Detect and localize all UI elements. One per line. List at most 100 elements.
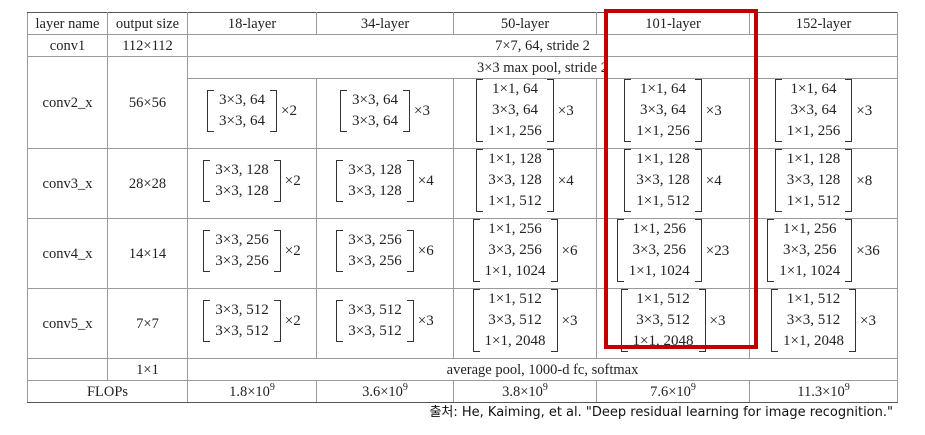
block-layer: 3×3, 64 (352, 112, 398, 129)
left-bracket (336, 229, 344, 272)
block-multiplier: ×3 (856, 102, 873, 119)
left-bracket (336, 159, 344, 202)
block-layer: 1×1, 256 (488, 221, 542, 237)
block-multiplier: ×4 (417, 172, 434, 189)
block-cell: 1×1, 512 3×3, 512 1×1, 2048 ×3 (453, 288, 597, 359)
left-bracket (203, 299, 211, 342)
block-layer: 1×1, 64 (640, 81, 686, 97)
resnet-architecture-table: layer name output size 18-layer 34-layer… (27, 12, 898, 403)
block-multiplier: ×23 (705, 242, 730, 259)
block-layers: 3×3, 64 3×3, 64 (214, 90, 270, 132)
right-bracket (849, 289, 856, 352)
block-layer: 1×1, 512 (636, 193, 690, 209)
left-bracket (774, 79, 782, 142)
residual-block: 1×1, 64 3×3, 64 1×1, 256 ×3 (624, 79, 722, 142)
block-cell: 3×3, 64 3×3, 64 ×2 (187, 78, 317, 149)
header-101-layer: 101-layer (596, 12, 750, 35)
conv1-row: conv1 112×112 7×7, 64, stride 2 (27, 34, 898, 57)
flops-value: 11.3×109 (749, 380, 898, 403)
left-bracket (476, 79, 484, 142)
right-bracket (694, 149, 702, 212)
block-layers: 3×3, 256 3×3, 256 (210, 230, 273, 272)
stage-size: 28×28 (107, 148, 188, 219)
block-layer: 3×3, 64 (352, 91, 398, 108)
flops-base: ×10 (520, 383, 543, 400)
block-layer: 3×3, 128 (488, 172, 542, 188)
pool-spec: 3×3 max pool, stride 2 (187, 56, 898, 79)
right-bracket (270, 89, 277, 132)
block-layer: 1×1, 256 (636, 123, 690, 139)
block-layers: 1×1, 64 3×3, 64 1×1, 256 (631, 79, 694, 142)
block-cell: 3×3, 512 3×3, 512 ×2 (187, 288, 317, 359)
stage-row: conv4_x 14×14 3×3, 256 3×3, 256 ×2 3×3, 256… (27, 218, 898, 289)
block-cell: 1×1, 64 3×3, 64 1×1, 256 ×3 (749, 78, 898, 149)
residual-block: 3×3, 128 3×3, 128 ×2 (203, 159, 301, 202)
block-cell: 3×3, 256 3×3, 256 ×2 (187, 218, 317, 289)
residual-block: 1×1, 256 3×3, 256 1×1, 1024 ×23 (616, 219, 730, 282)
block-layers: 3×3, 128 3×3, 128 (343, 160, 406, 202)
block-cell: 1×1, 64 3×3, 64 1×1, 256 ×3 (596, 78, 750, 149)
right-bracket (273, 159, 281, 202)
stage-size: 7×7 (107, 288, 188, 359)
block-multiplier: ×3 (414, 102, 430, 119)
block-cell: 3×3, 64 3×3, 64 ×3 (316, 78, 454, 149)
residual-block: 3×3, 64 3×3, 64 ×3 (340, 89, 430, 132)
source-citation: 출처: He, Kaiming, et al. "Deep residual l… (429, 405, 893, 420)
stage-row: 3×3, 64 3×3, 64 ×2 3×3, 64 3×3, 64 ×3 1×1, 64 3… (28, 78, 898, 149)
left-bracket (624, 149, 632, 212)
block-layer: 1×1, 128 (488, 151, 542, 167)
block-layer: 3×3, 512 (488, 312, 542, 328)
right-bracket (845, 219, 853, 282)
residual-block: 1×1, 64 3×3, 64 1×1, 256 ×3 (476, 79, 574, 142)
flops-value: 3.6×109 (316, 380, 454, 403)
block-multiplier: ×2 (281, 102, 297, 119)
block-layer: 1×1, 128 (636, 151, 690, 167)
block-layer: 1×1, 64 (790, 81, 837, 97)
right-bracket (694, 219, 702, 282)
residual-block: 1×1, 128 3×3, 128 1×1, 512 ×8 (774, 149, 872, 212)
final-name-empty (27, 358, 108, 381)
block-cell: 1×1, 64 3×3, 64 1×1, 256 ×3 (453, 78, 597, 149)
block-layer: 1×1, 256 (786, 123, 841, 139)
flops-value: 1.8×109 (187, 380, 317, 403)
flops-base: ×10 (822, 383, 845, 400)
header-row: layer name output size 18-layer 34-layer… (27, 12, 898, 35)
block-layer: 1×1, 512 (488, 193, 542, 209)
block-layer: 3×3, 64 (492, 102, 538, 118)
left-bracket (620, 289, 628, 352)
residual-block: 1×1, 512 3×3, 512 1×1, 2048 ×3 (620, 289, 725, 352)
residual-block: 1×1, 512 3×3, 512 1×1, 2048 ×3 (472, 289, 577, 352)
header-50-layer: 50-layer (453, 12, 597, 35)
block-cell: 1×1, 256 3×3, 256 1×1, 1024 ×36 (749, 218, 898, 289)
block-layer: 1×1, 2048 (783, 333, 844, 349)
stage-size: 56×56 (107, 56, 188, 149)
block-layer: 3×3, 512 (215, 322, 269, 339)
block-layers: 3×3, 512 3×3, 512 (210, 300, 273, 342)
flops-base: ×10 (668, 383, 691, 400)
block-layer: 3×3, 128 (786, 172, 841, 188)
block-layer: 3×3, 512 (215, 301, 269, 318)
block-layer: 3×3, 128 (636, 172, 690, 188)
stage-row: conv3_x 28×28 3×3, 128 3×3, 128 ×2 3×3, 128… (27, 148, 898, 219)
block-layer: 3×3, 64 (219, 91, 265, 108)
block-layers: 3×3, 256 3×3, 256 (343, 230, 406, 272)
left-bracket (616, 219, 624, 282)
right-bracket (406, 299, 414, 342)
right-bracket (845, 149, 853, 212)
block-cell: 1×1, 256 3×3, 256 1×1, 1024 ×23 (596, 218, 750, 289)
block-layers: 1×1, 128 3×3, 128 1×1, 512 (483, 149, 546, 212)
left-bracket (771, 289, 779, 352)
block-layers: 3×3, 512 3×3, 512 (343, 300, 406, 342)
block-layer: 3×3, 256 (783, 242, 837, 258)
block-layers: 1×1, 256 3×3, 256 1×1, 1024 (624, 219, 695, 282)
block-layer: 1×1, 256 (632, 221, 686, 237)
left-bracket (774, 149, 782, 212)
residual-block: 1×1, 128 3×3, 128 1×1, 512 ×4 (624, 149, 722, 212)
block-layer: 3×3, 512 (348, 322, 402, 339)
flops-mantissa: 1.8 (229, 383, 248, 400)
block-layers: 1×1, 512 3×3, 512 1×1, 2048 (778, 289, 849, 352)
flops-label: FLOPs (27, 380, 188, 403)
left-bracket (203, 229, 211, 272)
block-layers: 1×1, 64 3×3, 64 1×1, 256 (483, 79, 546, 142)
block-layers: 1×1, 128 3×3, 128 1×1, 512 (782, 149, 845, 212)
